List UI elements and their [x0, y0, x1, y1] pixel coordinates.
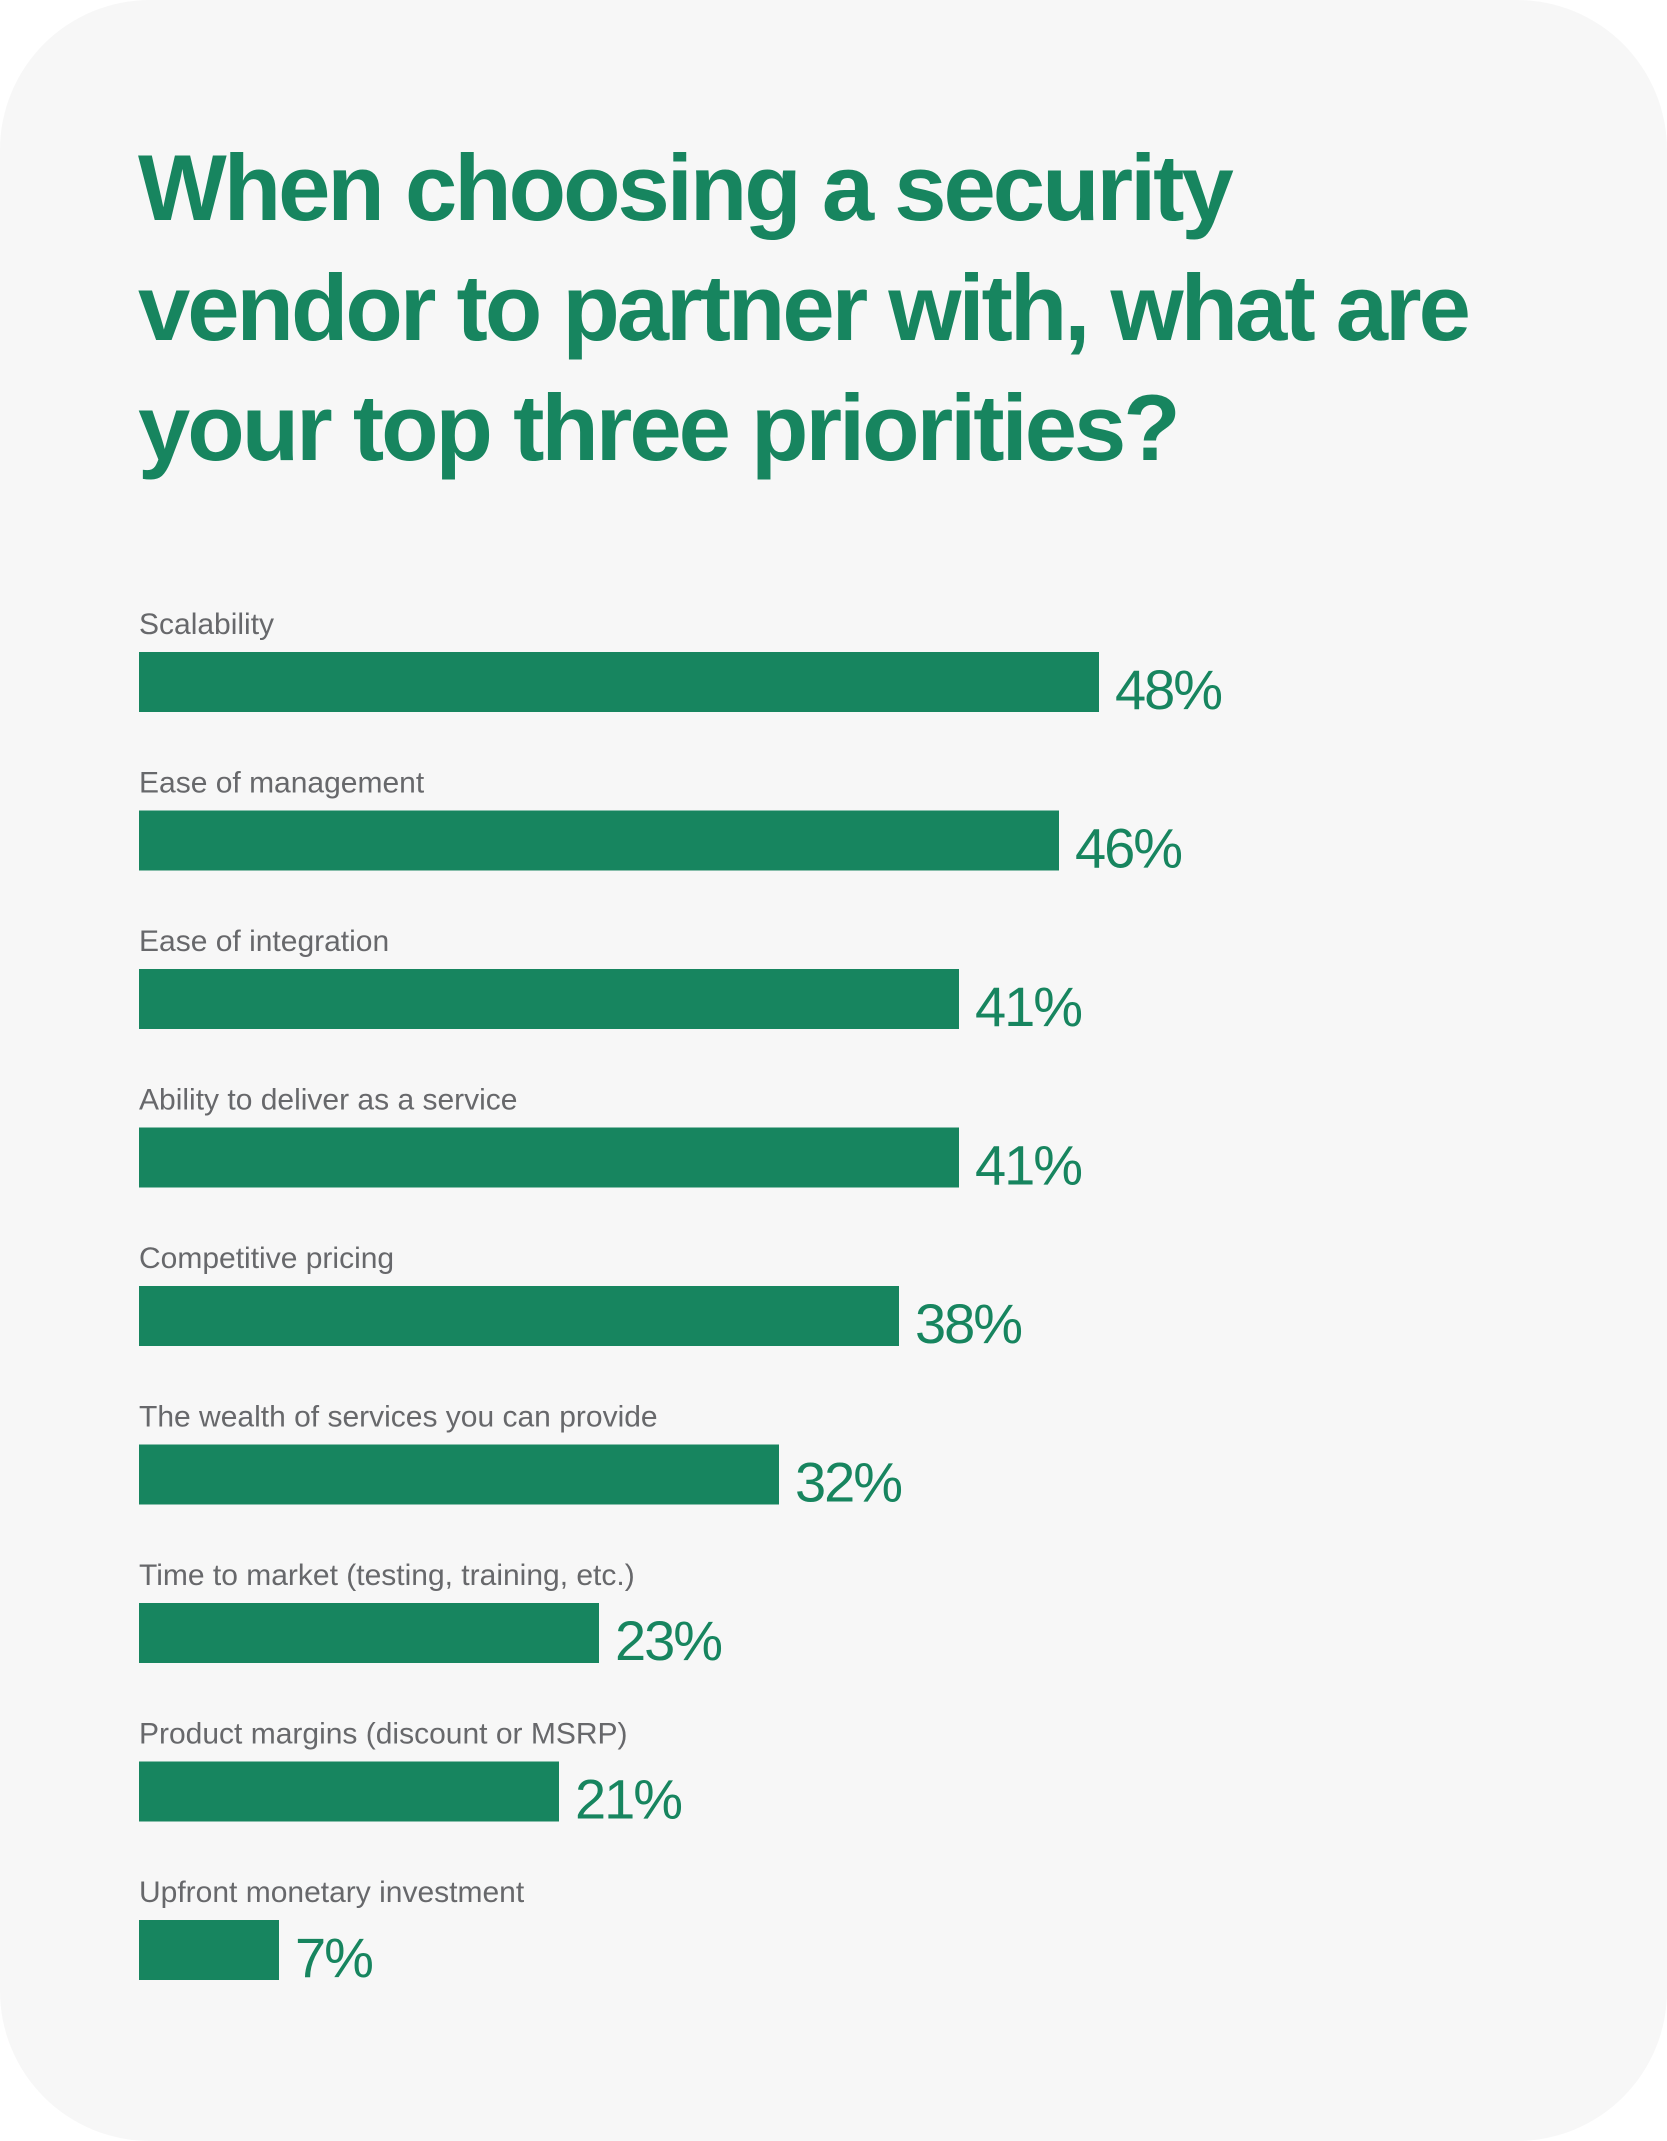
category-label: Ability to deliver as a service — [139, 1084, 518, 1117]
bar — [139, 1920, 279, 1980]
bar — [139, 652, 1099, 712]
category-label: Ease of management — [139, 767, 425, 800]
chart-title-line-3: your top three priorities? — [138, 375, 1181, 480]
value-label: 21% — [575, 1768, 681, 1831]
bar — [139, 1603, 599, 1663]
category-label: Ease of integration — [139, 925, 389, 958]
value-label: 46% — [1075, 817, 1181, 880]
category-label: Competitive pricing — [139, 1242, 394, 1275]
category-label: Product margins (discount or MSRP) — [139, 1718, 628, 1751]
chart-title: When choosing a security vendor to partn… — [138, 128, 1538, 488]
value-label: 23% — [615, 1609, 721, 1672]
chart-title-line-1: When choosing a security — [138, 135, 1234, 240]
bar — [139, 1444, 779, 1505]
bar — [139, 810, 1059, 871]
bar — [139, 1286, 899, 1346]
value-label: 41% — [975, 975, 1081, 1038]
value-label: 41% — [975, 1134, 1081, 1197]
category-label: Scalability — [139, 608, 274, 641]
category-label: Time to market (testing, training, etc.) — [139, 1559, 635, 1592]
category-label: Upfront monetary investment — [139, 1876, 525, 1909]
value-label: 7% — [295, 1926, 372, 1989]
bar — [139, 1761, 559, 1822]
category-label: The wealth of services you can provide — [139, 1401, 658, 1434]
value-label: 32% — [795, 1451, 901, 1514]
value-label: 38% — [915, 1292, 1021, 1355]
chart-title-line-2: vendor to partner with, what are — [138, 255, 1471, 360]
bar — [139, 1127, 959, 1188]
value-label: 48% — [1115, 658, 1221, 721]
bar — [139, 969, 959, 1029]
